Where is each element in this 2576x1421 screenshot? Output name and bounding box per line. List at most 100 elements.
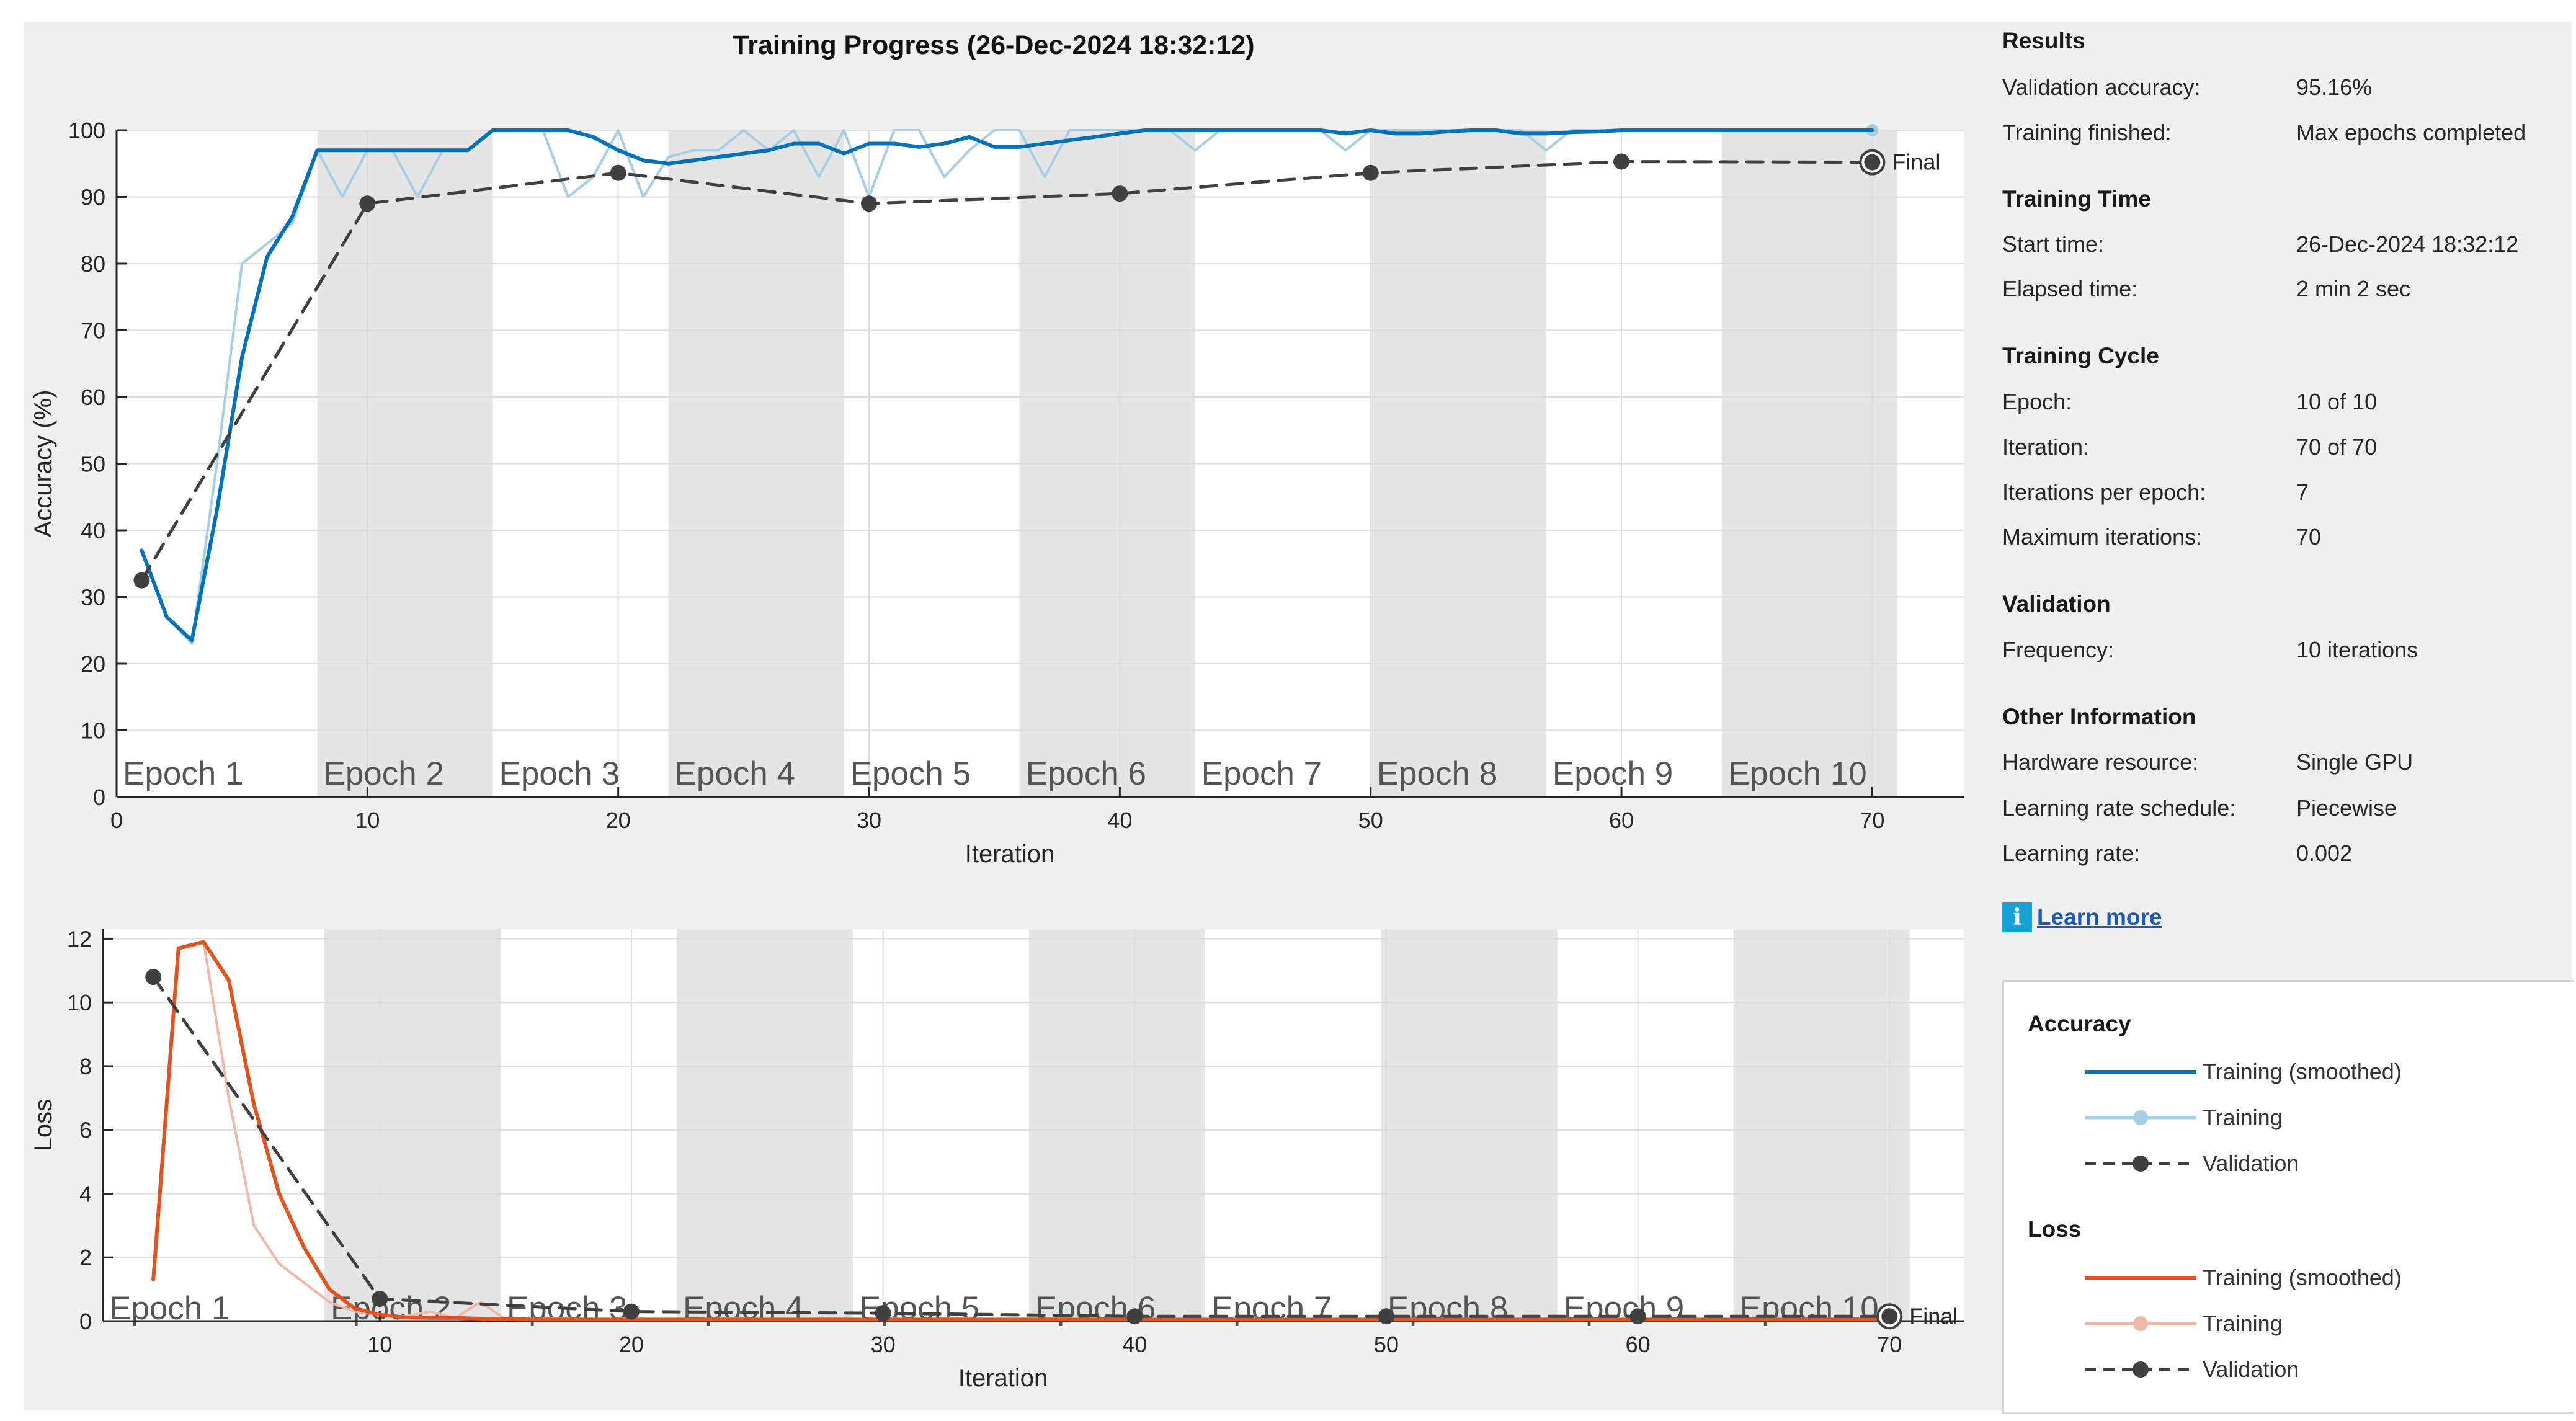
loss-y-tick-label-2: 2 [79, 1245, 92, 1270]
accuracy-validation-point-20 [610, 164, 626, 181]
validation-heading: Validation [2002, 591, 2111, 617]
accuracy-x-tick-label-50: 50 [1358, 808, 1383, 833]
legend-accuracy-training-swatch [2085, 1110, 2196, 1125]
learn-more-link[interactable]: i Learn more [2002, 902, 2162, 932]
loss-x-tick-label-20: 20 [619, 1332, 644, 1357]
loss-validation-point-70 [1881, 1308, 1898, 1325]
other-information-heading: Other Information [2002, 704, 2196, 729]
legend-accuracy-heading: Accuracy [2028, 1011, 2131, 1036]
accuracy-epoch-label-8: Epoch 8 [1377, 755, 1497, 792]
start-time-label: Start time: [2002, 231, 2105, 257]
accuracy-validation-point-50 [1362, 164, 1379, 181]
accuracy-y-tick-label-80: 80 [81, 251, 105, 277]
elapsed-time-label: Elapsed time: [2002, 276, 2138, 301]
legend-loss-smoothed-label: Training (smoothed) [2203, 1265, 2402, 1290]
accuracy-validation-point-70 [1864, 154, 1881, 171]
accuracy-x-tick-label-10: 10 [355, 808, 380, 833]
accuracy-validation-point-1 [133, 572, 150, 589]
accuracy-x-tick-label-30: 30 [857, 808, 881, 833]
loss-y-tick-label-12: 12 [67, 926, 92, 951]
learning-rate-value: 0.002 [2296, 840, 2353, 866]
loss-x-tick-label-30: 30 [871, 1332, 896, 1357]
loss-validation-point-40 [1126, 1308, 1143, 1325]
iterations-per-epoch-label: Iterations per epoch: [2002, 479, 2206, 505]
training-finished-label: Training finished: [2002, 120, 2172, 145]
loss-epoch-shade-10 [1733, 929, 1910, 1321]
learning-rate-schedule-value: Piecewise [2296, 795, 2397, 821]
legend-accuracy-validation-label: Validation [2203, 1151, 2299, 1176]
loss-x-tick-label-60: 60 [1626, 1332, 1651, 1357]
loss-y-tick-label-10: 10 [67, 990, 92, 1015]
accuracy-y-tick-label-100: 100 [68, 118, 105, 143]
validation-accuracy-value: 95.16% [2296, 74, 2373, 100]
accuracy-y-tick-label-10: 10 [81, 718, 105, 744]
loss-y-tick-label-0: 0 [79, 1309, 92, 1334]
loss-epoch-shade-8 [1381, 929, 1558, 1321]
loss-validation-line [151, 975, 1891, 1318]
accuracy-validation-point-40 [1112, 185, 1128, 202]
hardware-resource-value: Single GPU [2296, 749, 2413, 775]
accuracy-y-tick-label-0: 0 [93, 785, 105, 810]
legend: Accuracy Training (smoothed) Training Va… [2002, 980, 2574, 1414]
accuracy-final-label: Final [1892, 149, 1940, 175]
training-charts: Epoch 1 Epoch 2 Epoch 3 Epoch 4 Epoch 5 Epoch… [30, 118, 1964, 1392]
loss-validation-point-60 [1629, 1308, 1646, 1325]
chart-title: Training Progress (26-Dec-2024 18:32:12) [733, 30, 1255, 60]
accuracy-epoch-label-6: Epoch 6 [1026, 755, 1146, 792]
loss-x-tick-label-50: 50 [1374, 1332, 1399, 1357]
legend-loss-validation-swatch [2085, 1361, 2196, 1378]
accuracy-epoch-label-3: Epoch 3 [499, 755, 620, 792]
accuracy-epoch-label-2: Epoch 2 [323, 755, 443, 792]
loss-y-tick-label-6: 6 [79, 1118, 92, 1143]
loss-y-axis-title: Loss [30, 1099, 57, 1152]
accuracy-y-tick-label-40: 40 [81, 518, 105, 543]
accuracy-chart: Epoch 1 Epoch 2 Epoch 3 Epoch 4 Epoch 5 Epoch… [30, 118, 1964, 868]
legend-loss-training[interactable]: Training [2085, 1308, 2519, 1339]
loss-training-smoothed-line [151, 940, 1892, 1322]
loss-validation-point-50 [1378, 1308, 1394, 1325]
training-time-heading: Training Time [2002, 186, 2151, 212]
loss-validation-point-30 [875, 1305, 891, 1322]
loss-x-tick-label-40: 40 [1122, 1332, 1147, 1357]
legend-accuracy-smoothed-label: Training (smoothed) [2203, 1059, 2402, 1084]
accuracy-y-tick-label-30: 30 [81, 585, 105, 610]
legend-accuracy-validation-swatch [2085, 1156, 2196, 1172]
validation-accuracy-label: Validation accuracy: [2002, 74, 2201, 100]
hardware-resource-label: Hardware resource: [2002, 749, 2199, 775]
epoch-label: Epoch: [2002, 389, 2072, 414]
accuracy-training-smoothed-line [140, 128, 1874, 643]
legend-accuracy-validation[interactable]: Validation [2085, 1148, 2519, 1179]
learn-more-label[interactable]: Learn more [2037, 904, 2162, 930]
accuracy-y-tick-label-20: 20 [81, 651, 105, 677]
frequency-value: 10 iterations [2296, 637, 2418, 662]
results-heading: Results [2002, 28, 2085, 53]
loss-validation-point-20 [623, 1303, 640, 1320]
iteration-value: 70 of 70 [2296, 434, 2378, 460]
loss-x-axis-title: Iteration [958, 1365, 1048, 1392]
accuracy-y-tick-label-70: 70 [81, 318, 105, 344]
legend-accuracy-smoothed[interactable]: Training (smoothed) [2085, 1056, 2519, 1087]
accuracy-epoch-label-7: Epoch 7 [1201, 755, 1322, 792]
legend-accuracy-training[interactable]: Training [2085, 1102, 2519, 1133]
iterations-per-epoch-value: 7 [2296, 479, 2309, 505]
accuracy-epoch-label-1: Epoch 1 [123, 755, 243, 792]
legend-loss-smoothed[interactable]: Training (smoothed) [2085, 1262, 2519, 1293]
accuracy-epoch-label-9: Epoch 9 [1553, 755, 1673, 792]
accuracy-x-tick-label-70: 70 [1860, 808, 1884, 833]
loss-epoch-shade-4 [676, 929, 853, 1321]
maximum-iterations-label: Maximum iterations: [2002, 524, 2203, 550]
learning-rate-label: Learning rate: [2002, 840, 2141, 866]
accuracy-x-tick-label-0: 0 [110, 808, 123, 833]
loss-x-tick-label-10: 10 [367, 1332, 392, 1357]
legend-loss-validation[interactable]: Validation [2085, 1354, 2519, 1385]
loss-y-tick-label-8: 8 [79, 1054, 92, 1079]
legend-loss-training-label: Training [2203, 1311, 2283, 1336]
iteration-label: Iteration: [2002, 434, 2090, 460]
accuracy-y-tick-label-60: 60 [81, 385, 105, 410]
learning-rate-schedule-label: Learning rate schedule: [2002, 795, 2236, 821]
loss-validation-point-10 [372, 1291, 388, 1307]
legend-loss-smoothed-swatch [2085, 1276, 2196, 1280]
accuracy-x-axis-title: Iteration [965, 840, 1055, 868]
accuracy-epoch-label-5: Epoch 5 [850, 755, 971, 792]
frequency-label: Frequency: [2002, 637, 2115, 662]
